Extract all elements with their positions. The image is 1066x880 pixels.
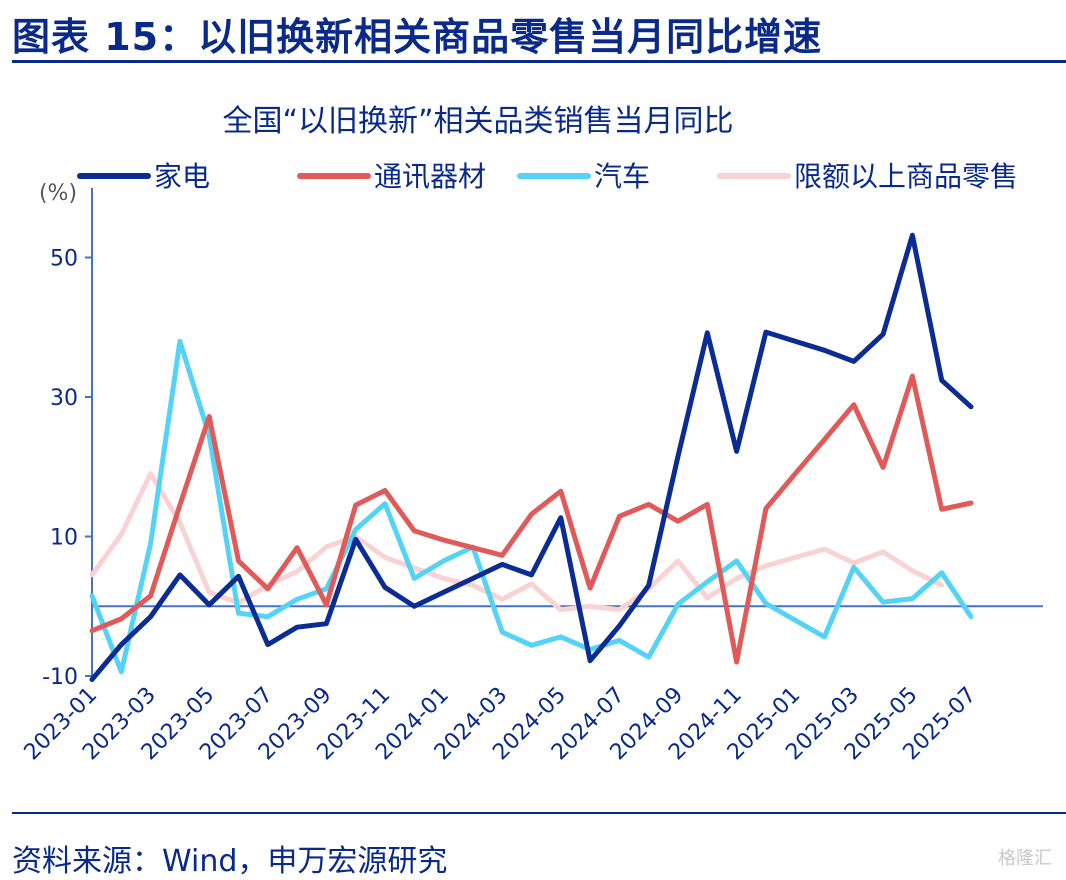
- chart-title: 全国“以旧换新”相关品类销售当月同比: [222, 104, 733, 139]
- y-tick-label: -10: [42, 665, 78, 690]
- title-rule: [12, 60, 1066, 63]
- legend-label: 汽车: [594, 160, 650, 193]
- y-tick-label: 30: [50, 386, 78, 411]
- watermark: 格隆汇: [998, 848, 1052, 869]
- source-note: 资料来源：Wind，申万宏源研究: [12, 844, 448, 879]
- series-line-限额以上商品零售: [89, 471, 945, 613]
- source-rule: [12, 812, 1066, 814]
- series-line-汽车: [89, 338, 974, 675]
- line-chart: 全国“以旧换新”相关品类销售当月同比 (%) 家电 通讯器材 汽车 限额以上商品零售 …: [20, 104, 1043, 765]
- legend-label: 通讯器材: [374, 160, 486, 193]
- legend-label: 家电: [154, 160, 210, 193]
- figure-title: 图表 15：以旧换新相关商品零售当月同比增速: [12, 15, 823, 59]
- y-tick-label: 50: [50, 247, 78, 272]
- legend: 家电 通讯器材 汽车 限额以上商品零售: [77, 160, 1018, 193]
- series-layer: [89, 232, 974, 682]
- y-tick-label: 10: [50, 526, 78, 551]
- legend-label: 限额以上商品零售: [794, 160, 1018, 193]
- series-line-通讯器材: [89, 373, 974, 665]
- series-line-家电: [89, 232, 974, 682]
- axes: -101030502023-012023-032023-052023-07202…: [20, 188, 1043, 765]
- y-axis-unit: (%): [39, 181, 77, 206]
